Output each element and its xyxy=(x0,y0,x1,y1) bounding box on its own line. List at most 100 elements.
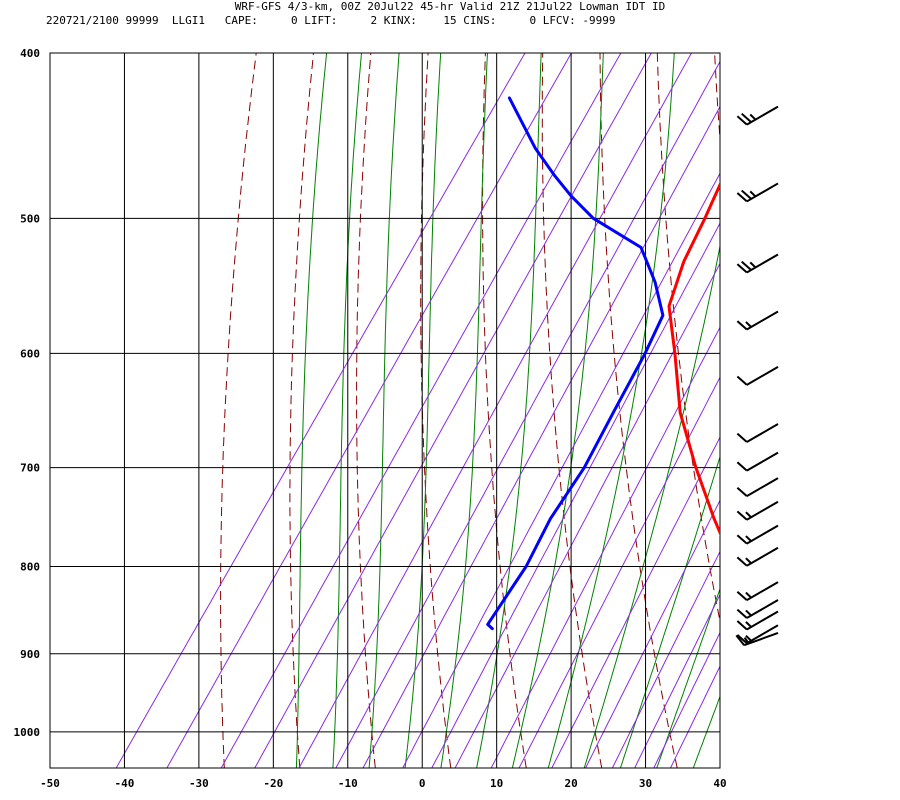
x-tick-label: 20 xyxy=(564,777,577,790)
x-tick-label: 10 xyxy=(490,777,503,790)
x-tick-label: 30 xyxy=(639,777,652,790)
moist-adiabat-line xyxy=(619,455,720,768)
dry-adiabat-line xyxy=(356,53,376,768)
wind-barb xyxy=(736,524,779,545)
mixing-ratio-line xyxy=(402,172,720,768)
wind-barb xyxy=(736,105,779,126)
wind-barb-staff xyxy=(746,500,779,521)
wind-barb-staff xyxy=(746,182,779,203)
wind-barb-flag xyxy=(736,375,748,386)
moist-adiabat-line xyxy=(476,53,542,768)
mixing-ratio-line xyxy=(653,631,720,768)
y-tick-label: 1000 xyxy=(14,726,41,739)
wind-barb xyxy=(736,182,779,203)
dry-adiabat-line xyxy=(656,53,720,624)
wind-barb xyxy=(736,610,779,631)
mixing-ratio-line xyxy=(585,499,720,768)
wind-barb-staff xyxy=(746,524,779,545)
wind-barb-flag xyxy=(741,112,752,123)
mixing-ratio-line xyxy=(431,222,720,768)
dry-adiabat-line xyxy=(772,53,900,768)
dewpoint-profile xyxy=(486,96,665,631)
mixing-ratio-line xyxy=(362,105,720,768)
dry-adiabat-line xyxy=(220,53,257,768)
wind-barb-halfflag xyxy=(745,609,752,617)
y-axis-ticks: 400 500 600 700 800 900 1000 xyxy=(14,47,41,739)
moist-adiabat-line xyxy=(404,53,442,768)
wind-barb-halfflag xyxy=(745,535,752,542)
mixing-ratio-line xyxy=(220,53,622,768)
wind-barb-staff xyxy=(746,451,779,472)
wind-barb-halfflag xyxy=(745,634,752,642)
chart-title: WRF-GFS 4/3-km, 00Z 20Jul22 45-hr Valid … xyxy=(234,0,666,13)
wind-barb-flag xyxy=(736,263,748,274)
background-lines xyxy=(115,53,900,768)
x-tick-label: -40 xyxy=(115,777,135,790)
mixing-ratio-line xyxy=(670,665,720,768)
x-tick-label: -20 xyxy=(263,777,283,790)
series-layer xyxy=(486,96,720,631)
wind-barb xyxy=(736,546,779,567)
y-tick-label: 400 xyxy=(20,47,40,60)
x-tick-label: -10 xyxy=(338,777,358,790)
y-tick-label: 800 xyxy=(20,561,40,574)
wind-barbs xyxy=(735,105,779,647)
dry-adiabat-line xyxy=(714,53,720,146)
wind-barb-flag xyxy=(736,486,748,497)
wind-barb xyxy=(736,423,779,443)
moist-adiabat-line xyxy=(332,53,362,768)
wind-barb xyxy=(736,581,779,601)
moist-adiabat-line xyxy=(440,53,488,768)
wind-barb-staff xyxy=(746,477,779,497)
wind-barb xyxy=(736,451,779,472)
grid-lines xyxy=(49,52,721,769)
mixing-ratio-line xyxy=(166,53,572,768)
temperature-profile xyxy=(667,181,720,537)
wind-barb xyxy=(736,253,779,274)
x-tick-label: -30 xyxy=(189,777,209,790)
wind-barb-halfflag xyxy=(749,261,757,269)
mixing-ratio-line xyxy=(454,262,720,768)
mixing-ratio-line xyxy=(634,593,720,768)
mixing-ratio-line xyxy=(518,376,720,768)
y-tick-label: 600 xyxy=(20,347,40,360)
x-tick-label: -50 xyxy=(40,777,60,790)
moist-adiabat-line xyxy=(368,53,400,768)
dry-adiabat-line xyxy=(482,53,527,768)
wind-barb-halfflag xyxy=(749,190,757,198)
wind-barb-staff xyxy=(746,253,779,274)
wind-barb-flag xyxy=(736,510,748,521)
wind-barb-halfflag xyxy=(745,511,752,518)
dry-adiabat-line xyxy=(420,53,452,768)
wind-barb-flag xyxy=(736,320,748,331)
wind-barb-halfflag xyxy=(749,113,757,121)
moist-adiabat-line xyxy=(547,53,675,768)
mixing-ratio-line xyxy=(611,550,720,768)
y-tick-label: 900 xyxy=(20,648,40,661)
wind-barb-staff xyxy=(746,624,779,645)
wind-barb-halfflag xyxy=(743,637,750,645)
mixing-ratio-line xyxy=(115,53,526,768)
wind-barb-flag xyxy=(736,590,748,601)
wind-barb-flag xyxy=(741,260,752,271)
wind-barb-flag xyxy=(736,115,748,126)
moist-adiabat-line xyxy=(692,695,720,768)
wind-barb xyxy=(736,365,779,386)
wind-barb xyxy=(736,477,779,497)
wind-barb xyxy=(735,631,779,647)
dry-adiabat-line xyxy=(289,53,314,768)
wind-barb-flag xyxy=(736,634,748,645)
wind-barb xyxy=(736,500,779,521)
wind-barb xyxy=(736,310,779,331)
wind-barb-halfflag xyxy=(745,321,752,328)
wind-barb xyxy=(736,599,779,619)
wind-barb-flag xyxy=(736,620,748,631)
mixing-ratio-line xyxy=(335,60,720,768)
x-tick-label: 40 xyxy=(713,777,726,790)
wind-barb-halfflag xyxy=(745,557,752,564)
wind-barb-staff xyxy=(746,310,779,331)
wind-barb-flag xyxy=(736,608,748,619)
wind-barb-halfflag xyxy=(745,621,752,628)
moist-adiabat-line xyxy=(583,243,720,768)
wind-barb-flag xyxy=(736,461,748,472)
